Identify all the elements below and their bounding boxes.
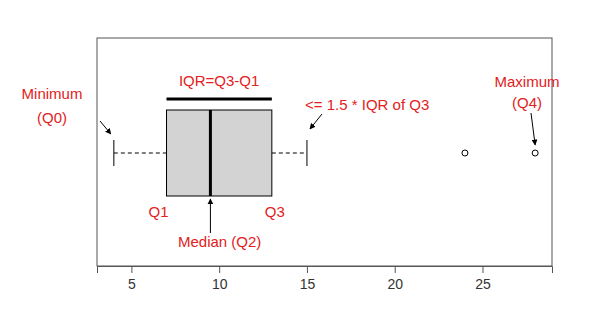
- arrow-maximum: [531, 113, 535, 145]
- annotations: Minimum (Q0) IQR=Q3-Q1 <= 1.5 * IQR of Q3 Ma…: [22, 72, 560, 250]
- whisker-low: [114, 153, 167, 154]
- annotation: <= 1.5 * IQR of Q3: [305, 96, 429, 113]
- tick: 25: [475, 266, 491, 292]
- annotation: (Q4): [512, 94, 542, 111]
- tick-label: 15: [300, 276, 316, 292]
- annotation: Median (Q2): [178, 233, 261, 250]
- annotation: IQR=Q3-Q1: [179, 72, 259, 89]
- annotation: Maximum: [494, 73, 559, 90]
- arrow-median: [210, 199, 211, 233]
- tick-label: 20: [387, 276, 403, 292]
- tick-mark: [482, 266, 483, 273]
- tick-mark: [131, 266, 132, 273]
- tick-label: 25: [475, 276, 491, 292]
- tick-mark: [395, 266, 396, 273]
- arrow-whisker: [310, 114, 322, 129]
- arrow-minimum: [100, 121, 111, 134]
- tick-label: 10: [212, 276, 228, 292]
- x-axis: 5 10 15 20 25: [98, 266, 553, 292]
- chart-container: 5 10 15 20 25 Minimum (Q0) IQR=Q3-Q1 <= 1.5 * IQ…: [0, 0, 600, 319]
- plot-frame: [97, 38, 552, 266]
- median-line: [209, 110, 212, 196]
- outlier: [532, 150, 538, 156]
- tick: 20: [387, 266, 403, 292]
- tick: 10: [212, 266, 228, 292]
- annotation: Q3: [265, 203, 285, 220]
- whisker-cap-min: [113, 140, 114, 166]
- tick-mark: [219, 266, 220, 273]
- annotation: (Q0): [37, 109, 67, 126]
- box: [167, 110, 272, 196]
- outlier: [462, 150, 468, 156]
- tick-label: 5: [128, 276, 136, 292]
- whisker-cap-max: [306, 140, 307, 166]
- iqr-bar: [167, 98, 272, 101]
- whisker-high: [272, 153, 307, 154]
- annotation: Minimum: [22, 85, 83, 102]
- tick: 15: [300, 266, 316, 292]
- axis-line: [98, 267, 553, 274]
- chart-svg: 5 10 15 20 25 Minimum (Q0) IQR=Q3-Q1 <= 1.5 * IQ…: [0, 0, 600, 319]
- plot-area: [114, 110, 538, 196]
- tick-mark: [307, 266, 308, 273]
- tick: 5: [128, 266, 136, 292]
- annotation: Q1: [149, 203, 169, 220]
